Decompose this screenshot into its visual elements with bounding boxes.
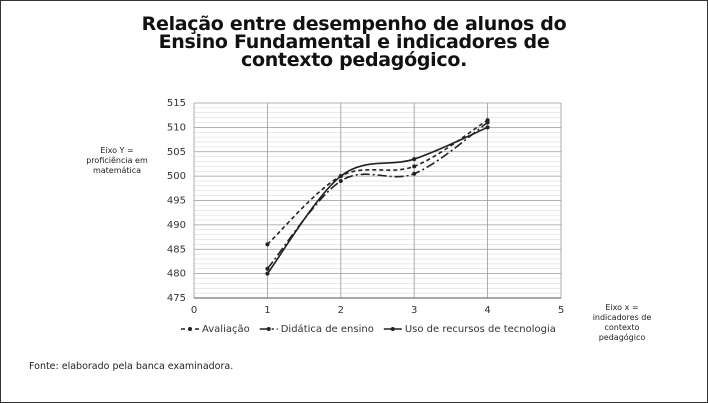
legend-marker bbox=[266, 327, 271, 331]
y-tick-label: 475 bbox=[167, 293, 186, 304]
y-tick-label: 500 bbox=[167, 171, 186, 182]
point bbox=[412, 171, 417, 176]
x-tick-label: 4 bbox=[484, 305, 490, 316]
point bbox=[265, 242, 270, 247]
point bbox=[265, 266, 270, 271]
y-tick-label: 480 bbox=[167, 269, 186, 280]
point bbox=[265, 271, 270, 276]
x-tick-label: 1 bbox=[264, 305, 270, 316]
legend-label: Uso de recursos de tecnologia bbox=[405, 324, 556, 335]
y-tick-label: 515 bbox=[167, 98, 186, 109]
legend-marker bbox=[188, 327, 192, 331]
line-series bbox=[266, 126, 488, 275]
y-tick-label: 505 bbox=[167, 147, 186, 158]
line-series bbox=[266, 119, 489, 245]
point bbox=[485, 120, 490, 125]
point bbox=[338, 179, 343, 183]
x-tick-label: 5 bbox=[558, 305, 564, 316]
x-tick-label: 3 bbox=[411, 305, 417, 316]
line-series bbox=[266, 121, 489, 270]
x-axis-label: Eixo x = indicadores de contexto pedagóg… bbox=[592, 303, 652, 342]
y-axis-label: Eixo Y = proficiência em matemática bbox=[86, 146, 148, 175]
y-tick-label: 495 bbox=[167, 196, 186, 207]
point bbox=[338, 174, 343, 179]
point bbox=[412, 157, 417, 162]
chart-title: Relação entre desempenho de alunos do En… bbox=[141, 13, 567, 71]
source-note: Fonte: elaborado pela banca examinadora. bbox=[29, 361, 234, 372]
y-tick-label: 490 bbox=[167, 220, 186, 231]
legend-label: Avaliação bbox=[202, 324, 250, 335]
y-tick-label: 510 bbox=[167, 122, 186, 133]
point bbox=[412, 164, 417, 169]
legend-label: Didática de ensino bbox=[281, 323, 374, 335]
x-tick-label: 0 bbox=[191, 305, 197, 316]
point bbox=[485, 125, 490, 130]
legend-marker bbox=[390, 327, 395, 331]
x-tick-label: 2 bbox=[338, 305, 344, 316]
y-tick-label: 485 bbox=[167, 244, 186, 255]
